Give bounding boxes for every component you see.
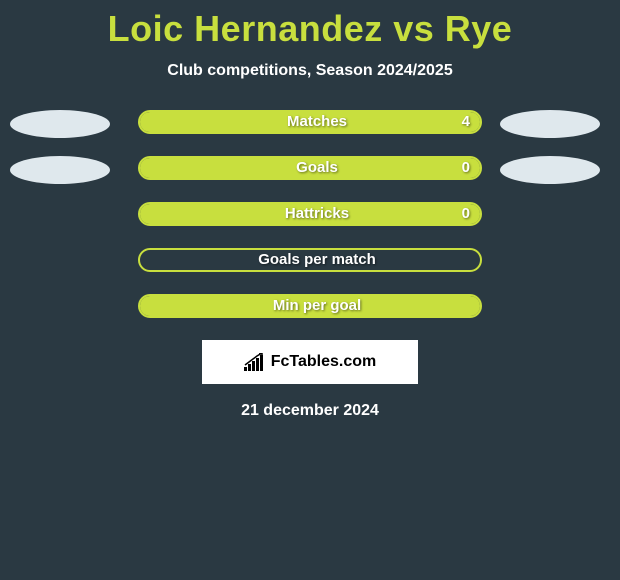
chart-icon: [244, 353, 266, 371]
stats-list: Matches4Goals0Hattricks0Goals per matchM…: [0, 110, 620, 322]
right-ellipse: [500, 110, 600, 138]
date: 21 december 2024: [0, 402, 620, 420]
stat-label: Matches: [140, 112, 480, 132]
stat-bar: Goals per match: [138, 248, 482, 272]
logo-box[interactable]: FcTables.com: [202, 340, 418, 384]
stat-label: Goals: [140, 158, 480, 178]
stat-row: Goals per match: [0, 248, 620, 276]
stat-bar: Matches4: [138, 110, 482, 134]
stat-value: 0: [462, 158, 470, 178]
right-ellipse: [500, 156, 600, 184]
stat-label: Goals per match: [140, 250, 480, 270]
stat-bar: Min per goal: [138, 294, 482, 318]
stat-label: Min per goal: [140, 296, 480, 316]
page-title: Loic Hernandez vs Rye: [0, 8, 620, 50]
stat-row: Matches4: [0, 110, 620, 138]
left-ellipse: [10, 110, 110, 138]
stat-row: Min per goal: [0, 294, 620, 322]
stat-value: 0: [462, 204, 470, 224]
stat-row: Hattricks0: [0, 202, 620, 230]
stat-bar: Hattricks0: [138, 202, 482, 226]
logo-text: FcTables.com: [271, 353, 377, 371]
subtitle: Club competitions, Season 2024/2025: [0, 62, 620, 80]
stat-bar: Goals0: [138, 156, 482, 180]
stat-row: Goals0: [0, 156, 620, 184]
main-container: Loic Hernandez vs Rye Club competitions,…: [0, 0, 620, 420]
stat-label: Hattricks: [140, 204, 480, 224]
stat-value: 4: [462, 112, 470, 132]
left-ellipse: [10, 156, 110, 184]
